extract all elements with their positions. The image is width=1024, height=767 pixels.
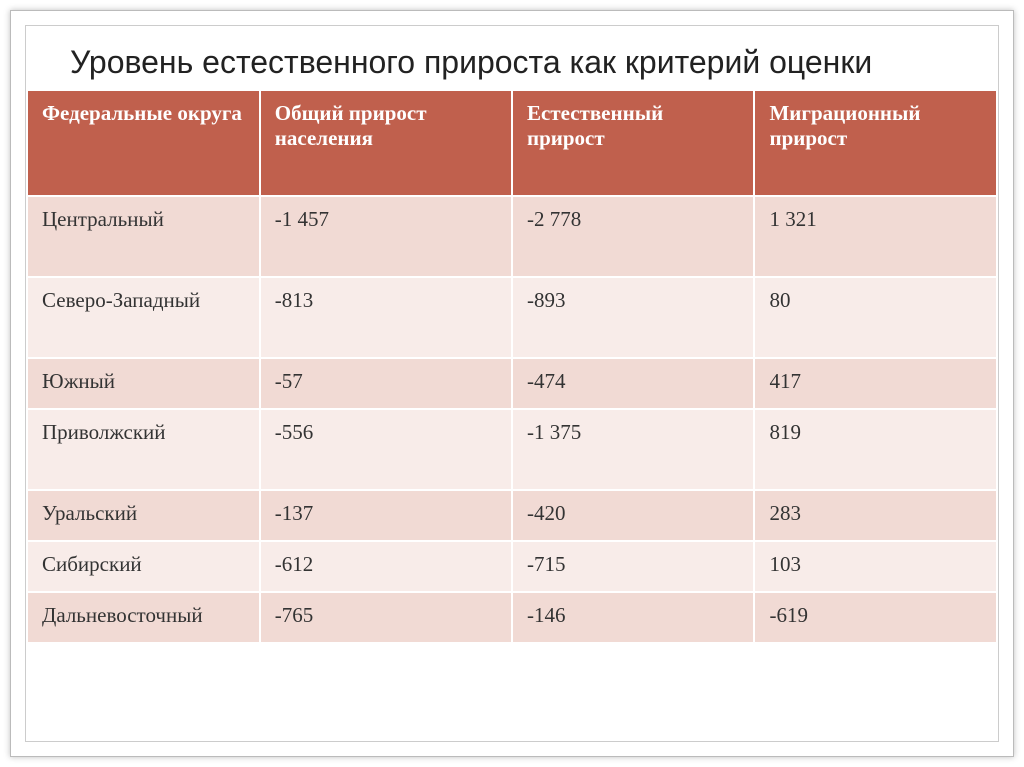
cell-migration: 1 321	[754, 196, 997, 277]
cell-total: -137	[260, 490, 512, 541]
cell-total: -765	[260, 592, 512, 643]
cell-migration: 417	[754, 358, 997, 409]
cell-district: Дальневосточный	[27, 592, 260, 643]
cell-natural: -420	[512, 490, 755, 541]
cell-natural: -715	[512, 541, 755, 592]
col-header-natural: Естественный прирост	[512, 90, 755, 196]
cell-total: -57	[260, 358, 512, 409]
cell-district: Уральский	[27, 490, 260, 541]
cell-natural: -474	[512, 358, 755, 409]
cell-migration: 103	[754, 541, 997, 592]
cell-total: -813	[260, 277, 512, 358]
cell-natural: -2 778	[512, 196, 755, 277]
slide-content: Уровень естественного прироста как крите…	[25, 25, 999, 742]
table-row: Дальневосточный-765-146-619	[27, 592, 997, 643]
table-row: Приволжский-556-1 375819	[27, 409, 997, 490]
cell-natural: -893	[512, 277, 755, 358]
cell-total: -612	[260, 541, 512, 592]
table-row: Центральный-1 457-2 7781 321	[27, 196, 997, 277]
cell-district: Сибирский	[27, 541, 260, 592]
cell-natural: -146	[512, 592, 755, 643]
col-header-migration: Миграционный прирост	[754, 90, 997, 196]
cell-natural: -1 375	[512, 409, 755, 490]
table-row: Сибирский-612-715103	[27, 541, 997, 592]
table-row: Северо-Западный-813-89380	[27, 277, 997, 358]
cell-district: Северо-Западный	[27, 277, 260, 358]
col-header-district: Федеральные округа	[27, 90, 260, 196]
cell-district: Приволжский	[27, 409, 260, 490]
population-growth-table: Федеральные округа Общий прирост населен…	[26, 89, 998, 644]
cell-total: -556	[260, 409, 512, 490]
table-row: Уральский-137-420283	[27, 490, 997, 541]
col-header-total: Общий прирост населения	[260, 90, 512, 196]
cell-migration: 283	[754, 490, 997, 541]
slide-frame: Уровень естественного прироста как крите…	[10, 10, 1014, 757]
table-body: Центральный-1 457-2 7781 321Северо-Запад…	[27, 196, 997, 643]
page-title: Уровень естественного прироста как крите…	[26, 26, 998, 89]
cell-district: Южный	[27, 358, 260, 409]
table-header-row: Федеральные округа Общий прирост населен…	[27, 90, 997, 196]
table-row: Южный-57-474417	[27, 358, 997, 409]
cell-total: -1 457	[260, 196, 512, 277]
cell-migration: 819	[754, 409, 997, 490]
cell-migration: -619	[754, 592, 997, 643]
cell-migration: 80	[754, 277, 997, 358]
cell-district: Центральный	[27, 196, 260, 277]
